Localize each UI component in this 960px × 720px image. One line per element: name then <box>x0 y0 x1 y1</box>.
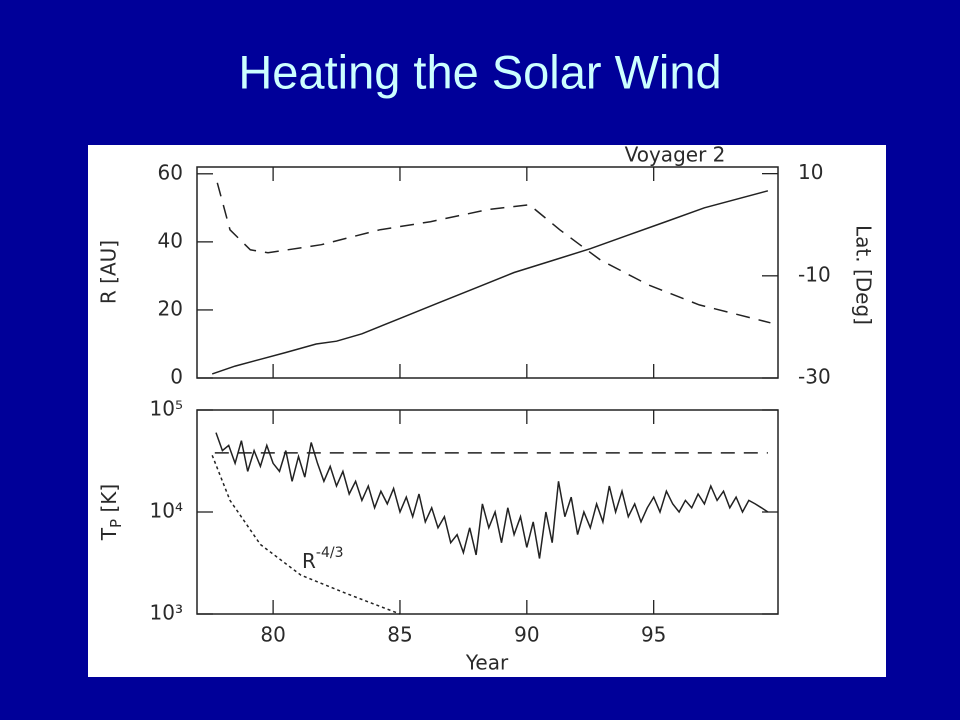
x-tick-label: 90 <box>514 623 539 647</box>
y-tick-label: 40 <box>158 228 183 252</box>
y-tick-label: 10³ <box>150 601 183 625</box>
slide-title: Heating the Solar Wind <box>238 45 721 98</box>
y2-tick-label: -10 <box>798 262 831 286</box>
y-tick-label: 60 <box>158 160 183 184</box>
figure-panel <box>88 145 886 677</box>
y-label-sub: P <box>107 519 125 528</box>
x-tick-label: 85 <box>387 623 412 647</box>
y-tick-label: 10⁵ <box>150 397 183 421</box>
annotation-base: R <box>302 549 316 573</box>
y-axis-label: TP [K] <box>97 484 125 541</box>
data-line <box>216 182 771 324</box>
y2-axis-label: Lat. [Deg] <box>852 225 876 325</box>
y-label-main: T <box>97 527 121 541</box>
data-line <box>211 455 401 615</box>
y-tick-label: 0 <box>170 365 183 389</box>
y2-tick-label: -30 <box>798 365 831 389</box>
y-label-rest: [K] <box>97 484 121 519</box>
y-axis-label: R [AU] <box>97 240 121 304</box>
y2-tick-label: 10 <box>798 160 823 184</box>
data-line <box>215 432 769 559</box>
curve-annotation: R-4/3 <box>302 545 344 573</box>
x-tick-label: 95 <box>641 623 666 647</box>
y-tick-label: 10⁴ <box>150 499 183 523</box>
x-axis-label: Year <box>465 651 509 675</box>
plot-frame <box>196 166 779 379</box>
y-tick-label: 20 <box>158 296 183 320</box>
chart-title: Voyager 2 <box>625 143 726 167</box>
annotation-sup: -4/3 <box>316 545 344 561</box>
x-tick-label: 80 <box>260 623 285 647</box>
data-line <box>211 190 769 375</box>
